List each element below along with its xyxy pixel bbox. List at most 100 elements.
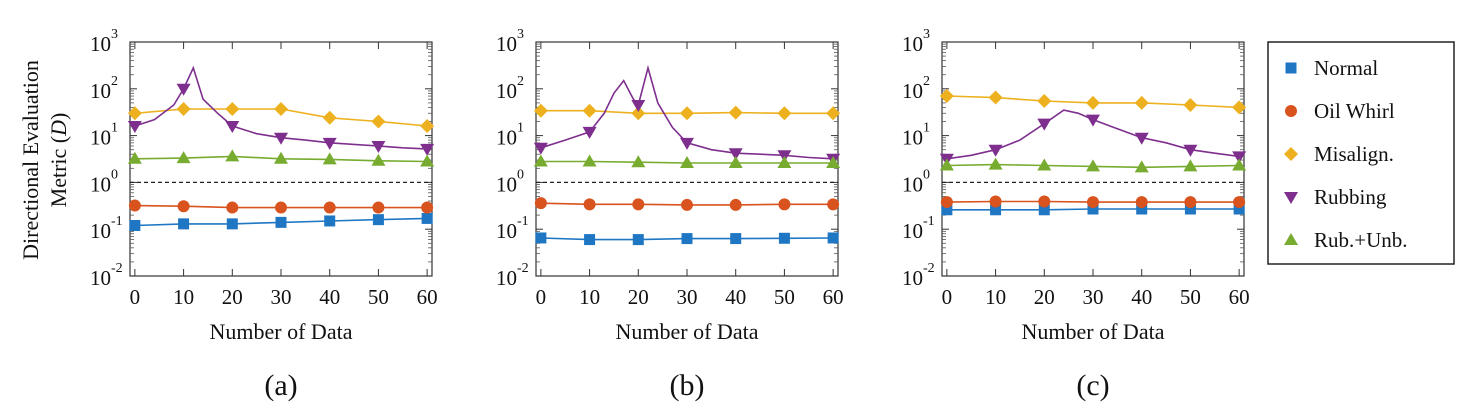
y-tick-label: 102 [90,74,118,103]
y-tick-label: 10-1 [90,214,123,243]
x-tick-label: 50 [774,285,795,309]
data-point [1134,160,1149,173]
x-tick-label: 0 [130,285,141,309]
data-point [1233,196,1246,209]
data-point [226,201,239,214]
legend-label: Misalign. [1314,142,1394,166]
x-tick-label: 0 [536,285,547,309]
data-point [632,234,644,246]
data-point [680,106,694,121]
legend-marker [1284,147,1298,161]
x-tick-label: 60 [823,285,844,309]
data-point [680,137,694,150]
x-tick-label: 10 [579,285,600,309]
x-axis-label: Number of Data [616,319,759,344]
data-point [420,154,435,167]
x-tick-label: 60 [1229,285,1250,309]
data-point [778,232,790,244]
legend-label: Rubbing [1314,185,1387,209]
y-tick-label: 101 [90,121,118,150]
y-tick-label: 10-2 [90,261,123,290]
y-tick-label: 10-1 [902,214,935,243]
y-axis-label: Directional Evaluation Metric (D) [18,60,71,260]
data-point [988,157,1003,170]
x-tick-label: 40 [1131,285,1152,309]
data-point [1232,151,1247,164]
data-point [129,219,141,231]
data-point [128,199,141,212]
chart-panel-a: 10-2 10-1 100 101 102 103 0 10 20 30 40 50 60 Number … [90,27,438,402]
y-tick-label: 101 [902,121,930,150]
data-point [372,201,385,214]
legend-marker [1285,62,1297,74]
data-point [274,151,288,164]
legend-label: Normal [1314,56,1378,80]
x-tick-label: 30 [677,285,698,309]
data-point [225,102,240,117]
y-tick-label: 102 [902,74,930,103]
data-point [371,140,386,153]
data-point [322,152,337,165]
data-point [632,198,645,211]
data-point [275,201,287,214]
data-point [1135,196,1148,209]
data-point [1086,95,1100,110]
data-point [1087,203,1099,215]
data-point [225,121,240,134]
data-point [681,198,693,211]
data-point [1233,203,1245,215]
y-tick-label: 100 [90,167,118,196]
data-point [226,218,238,230]
data-point [582,103,597,118]
data-point [1183,144,1198,157]
data-point [372,214,384,226]
x-tick-label: 30 [1083,285,1104,309]
data-point [127,151,142,164]
legend-marker [1284,192,1298,204]
data-point [988,90,1003,105]
legend-label: Rub.+Unb. [1314,228,1408,252]
data-point [176,83,191,96]
x-tick-label: 20 [628,285,649,309]
y-tick-label: 102 [496,74,524,103]
x-tick-label: 50 [368,285,389,309]
data-point [1232,158,1247,171]
data-point [778,198,791,211]
data-point [1038,204,1050,216]
data-point [631,155,646,168]
series-line [540,64,834,160]
data-point [322,137,337,150]
y-tick-label: 10-2 [496,261,529,290]
data-point [988,144,1003,157]
data-point [582,126,597,139]
data-point [681,233,693,245]
x-tick-label: 30 [271,285,292,309]
data-point [533,142,548,155]
data-point [322,110,337,125]
y-tick-label: 10-2 [902,261,935,290]
data-point [1086,114,1100,127]
x-tick-label: 20 [222,285,243,309]
chart-panel-b: 10-2 10-1 100 101 102 103 0 10 20 30 40 50 60 Number … [496,27,844,402]
data-point [730,233,742,245]
data-point [582,154,597,167]
data-point [533,103,548,118]
y-tick-label: 100 [496,167,524,196]
plot-frame [941,41,1245,277]
data-point [1087,196,1099,209]
data-point [728,105,743,120]
data-point [371,114,386,129]
panel-label: (b) [670,369,705,402]
data-point [584,234,596,246]
data-point [177,200,190,213]
data-point [1184,203,1196,215]
data-point [940,196,953,209]
data-point [127,106,142,121]
data-point [274,102,288,117]
data-point [420,143,435,156]
data-point [1086,159,1100,172]
y-tick-label: 103 [90,27,118,56]
x-tick-label: 10 [985,285,1006,309]
x-tick-label: 10 [173,285,194,309]
